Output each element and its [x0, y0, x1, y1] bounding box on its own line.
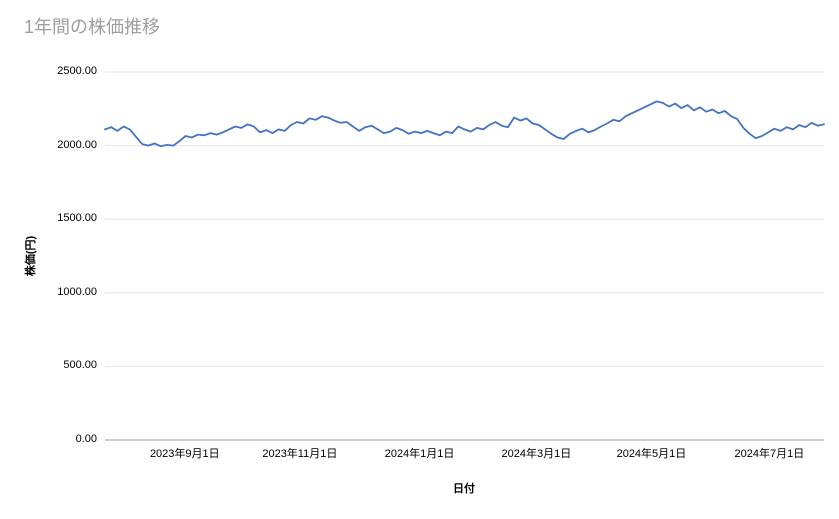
- y-tick-label: 2000.00: [57, 138, 97, 151]
- x-tick-label: 2023年11月1日: [262, 448, 338, 460]
- y-axis-title: 株価(円): [25, 235, 37, 277]
- x-tick-label: 2023年9月1日: [149, 448, 220, 460]
- y-tick-label: 1500.00: [57, 212, 97, 225]
- y-tick-label: 1000.00: [57, 285, 97, 298]
- y-tick-label: 0.00: [75, 433, 97, 445]
- y-tick-label: 500.00: [63, 359, 97, 372]
- x-tick-label: 2024年5月1日: [616, 448, 687, 460]
- x-tick-label: 2024年1月1日: [384, 448, 455, 460]
- x-tick-label: 2024年7月1日: [734, 448, 805, 460]
- y-tick-label: 2500.00: [57, 65, 97, 77]
- x-tick-label: 2024年3月1日: [501, 448, 572, 460]
- chart-title: 1年間の株価推移: [24, 17, 161, 37]
- x-axis-title: 日付: [453, 483, 475, 495]
- stock-price-line: [104, 100, 825, 148]
